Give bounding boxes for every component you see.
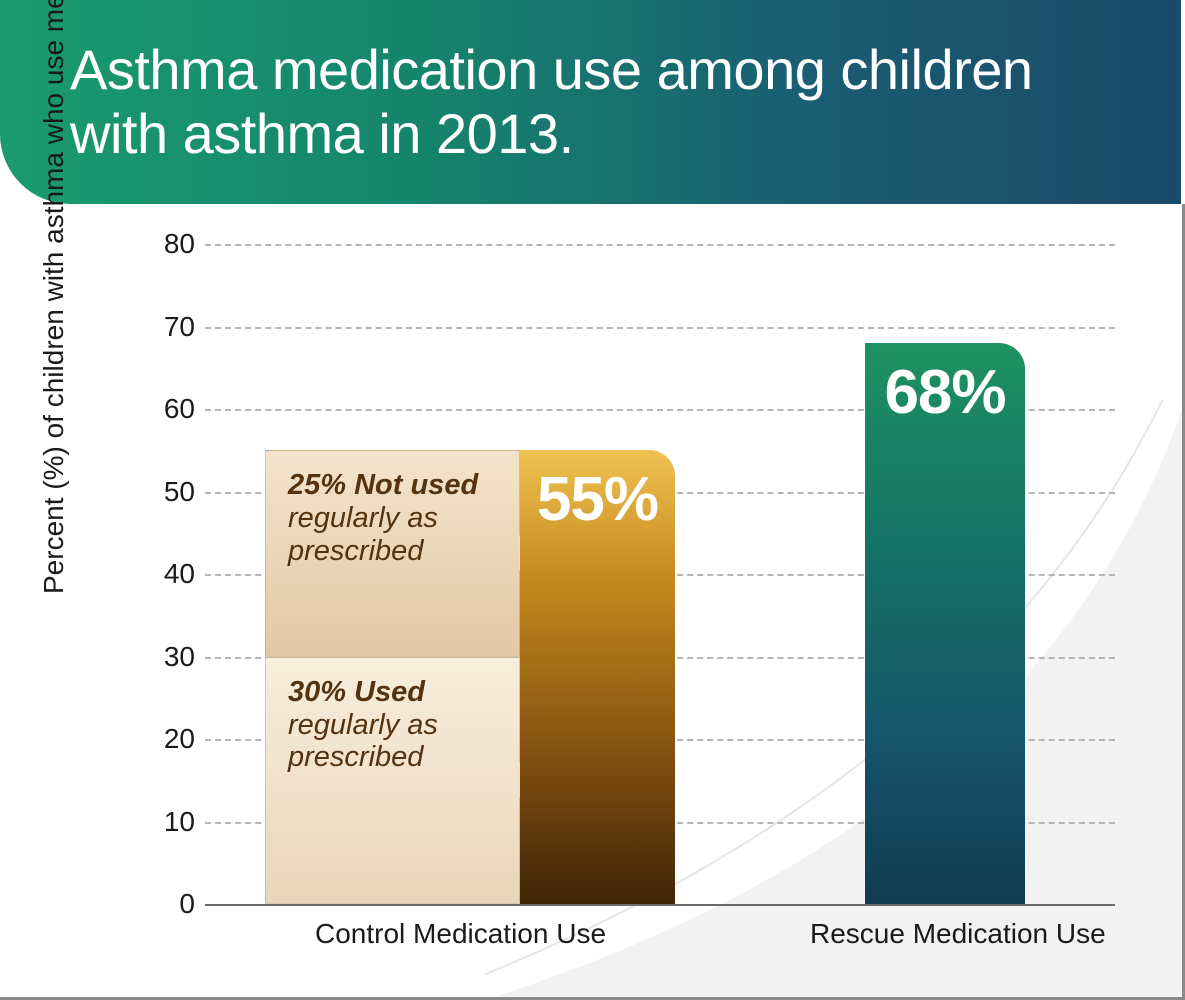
bar-rescue: 68% bbox=[865, 343, 1025, 904]
ytick-label: 80 bbox=[145, 228, 195, 260]
y-axis-label: Percent (%) of children with asthma who … bbox=[38, 0, 70, 594]
ytick-label: 70 bbox=[145, 311, 195, 343]
gridline bbox=[205, 327, 1115, 329]
bar-rescue-value: 68% bbox=[865, 357, 1025, 428]
xlabel-control: Control Medication Use bbox=[315, 918, 606, 950]
callout-stack: 25% Not used regularly as prescribed 30%… bbox=[265, 450, 520, 904]
callout-not-used-rest: regularly as prescribed bbox=[288, 502, 497, 567]
callout-used-bold: 30% Used bbox=[288, 676, 425, 708]
header-banner: Asthma medication use among children wit… bbox=[0, 0, 1181, 204]
ytick-label: 20 bbox=[145, 723, 195, 755]
gridline bbox=[205, 244, 1115, 246]
callout-not-used: 25% Not used regularly as prescribed bbox=[265, 450, 520, 656]
chart-area: Percent (%) of children with asthma who … bbox=[0, 204, 1185, 1000]
xlabel-rescue: Rescue Medication Use bbox=[810, 918, 1106, 950]
callout-not-used-bold: 25% Not used bbox=[288, 469, 478, 501]
ytick-label: 30 bbox=[145, 641, 195, 673]
callout-used-rest: regularly as prescribed bbox=[288, 709, 497, 774]
ytick-label: 10 bbox=[145, 806, 195, 838]
x-axis-baseline bbox=[205, 904, 1115, 906]
ytick-label: 0 bbox=[145, 888, 195, 920]
ytick-label: 40 bbox=[145, 558, 195, 590]
plot-area: 25% Not used regularly as prescribed 30%… bbox=[145, 244, 1145, 944]
chart-title: Asthma medication use among children wit… bbox=[70, 38, 1121, 167]
ytick-label: 50 bbox=[145, 476, 195, 508]
callout-used: 30% Used regularly as prescribed bbox=[265, 657, 520, 905]
bar-control: 55% bbox=[520, 450, 675, 904]
bar-control-value: 55% bbox=[520, 464, 675, 535]
ytick-label: 60 bbox=[145, 393, 195, 425]
